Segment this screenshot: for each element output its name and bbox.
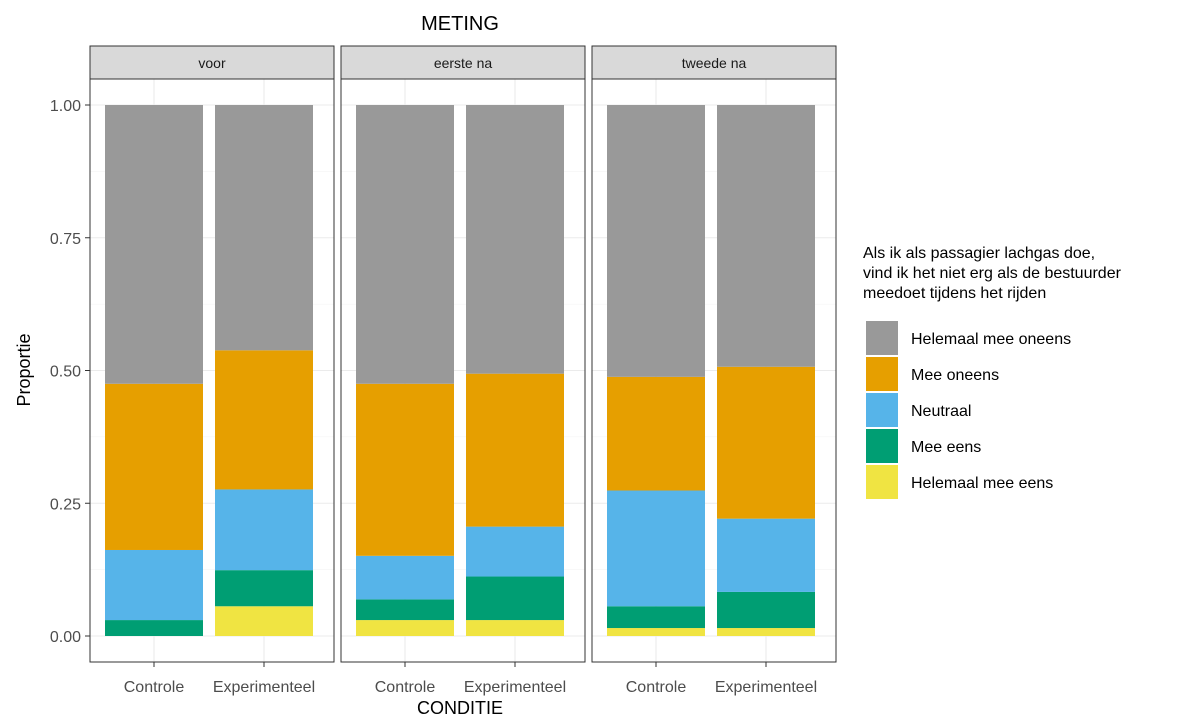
y-tick-label: 0.50 xyxy=(50,364,81,381)
bar-segment-mee-oneens xyxy=(215,350,313,490)
x-tick-label: Controle xyxy=(375,679,436,696)
legend-key xyxy=(866,393,898,427)
facet-strip xyxy=(591,45,837,80)
bar-segment-helemaal-mee-eens xyxy=(466,620,564,636)
bar-segment-helemaal-mee-oneens xyxy=(356,105,454,384)
y-tick-label: 1.00 xyxy=(50,98,81,115)
legend: Als ik als passagier lachgas doe, vind ik… xyxy=(863,245,1122,499)
bar-segment-mee-eens xyxy=(105,620,203,636)
legend-key xyxy=(866,357,898,391)
bar-segment-helemaal-mee-oneens xyxy=(717,105,815,367)
y-axis: 0.00 0.25 0.50 0.75 1.00 xyxy=(50,98,90,646)
legend-label: Mee oneens xyxy=(911,367,999,384)
bar-segment-helemaal-mee-eens xyxy=(215,606,313,636)
legend-title: vind ik het niet erg als de bestuurder xyxy=(863,265,1122,282)
bar-segment-helemaal-mee-oneens xyxy=(466,105,564,374)
bar-segment-mee-oneens xyxy=(105,383,203,550)
bar-segment-neutraal xyxy=(215,489,313,571)
facet-panel-0: voor Controle Experimenteel xyxy=(89,45,335,696)
y-axis-title: Proportie xyxy=(14,333,34,406)
bar-segment-mee-oneens xyxy=(356,383,454,556)
bar-segment-mee-eens xyxy=(356,599,454,621)
bar-segment-helemaal-mee-eens xyxy=(356,620,454,636)
facet-panels: voor Controle Experimenteel eerste na Contro… xyxy=(89,45,837,696)
chart-title: METING xyxy=(421,13,499,35)
bar-segment-helemaal-mee-oneens xyxy=(105,105,203,384)
bar-segment-mee-eens xyxy=(607,606,705,629)
bar-segment-mee-eens xyxy=(466,576,564,621)
facet-strip xyxy=(340,45,586,80)
bar-segment-mee-oneens xyxy=(466,373,564,527)
bar-segment-helemaal-mee-oneens xyxy=(215,105,313,351)
x-tick-label: Experimenteel xyxy=(464,679,566,696)
panel-border xyxy=(340,78,586,663)
x-tick-label: Controle xyxy=(124,679,185,696)
facet-strip xyxy=(89,45,335,80)
y-tick-label: 0.75 xyxy=(50,231,81,248)
bar-segment-helemaal-mee-eens xyxy=(717,628,815,636)
legend-title: Als ik als passagier lachgas doe, xyxy=(863,245,1095,262)
facet-panel-1: eerste na Controle Experimenteel xyxy=(340,45,586,696)
x-tick-label: Experimenteel xyxy=(715,679,817,696)
bar-segment-neutraal xyxy=(105,549,203,621)
y-tick-label: 0.00 xyxy=(50,629,81,646)
bar-segment-mee-eens xyxy=(717,591,815,629)
bar-segment-mee-oneens xyxy=(607,376,705,491)
x-tick-label: Experimenteel xyxy=(213,679,315,696)
legend-label: Helemaal mee eens xyxy=(911,475,1053,492)
legend-key xyxy=(866,321,898,355)
bar-segment-mee-eens xyxy=(215,570,313,607)
bar-segment-neutraal xyxy=(717,518,815,592)
legend-key xyxy=(866,429,898,463)
bar-segment-mee-oneens xyxy=(717,366,815,519)
bar-segment-helemaal-mee-eens xyxy=(607,628,705,636)
legend-label: Mee eens xyxy=(911,439,981,456)
bar-segment-neutraal xyxy=(607,490,705,607)
facet-strip-label: tweede na xyxy=(682,55,747,71)
legend-title: meedoet tijdens het rijden xyxy=(863,285,1046,302)
legend-key xyxy=(866,465,898,499)
bar-segment-neutraal xyxy=(466,526,564,577)
y-tick-label: 0.25 xyxy=(50,496,81,513)
facet-panel-2: tweede na Controle Experimenteel xyxy=(591,45,837,696)
facet-strip-label: eerste na xyxy=(434,55,493,71)
legend-label: Neutraal xyxy=(911,403,971,420)
bar-segment-neutraal xyxy=(356,555,454,600)
panel-border xyxy=(591,78,837,663)
facet-strip-label: voor xyxy=(198,55,226,71)
x-axis-title: CONDITIE xyxy=(417,698,503,718)
legend-label: Helemaal mee oneens xyxy=(911,331,1071,348)
bar-segment-helemaal-mee-oneens xyxy=(607,105,705,377)
x-tick-label: Controle xyxy=(626,679,687,696)
